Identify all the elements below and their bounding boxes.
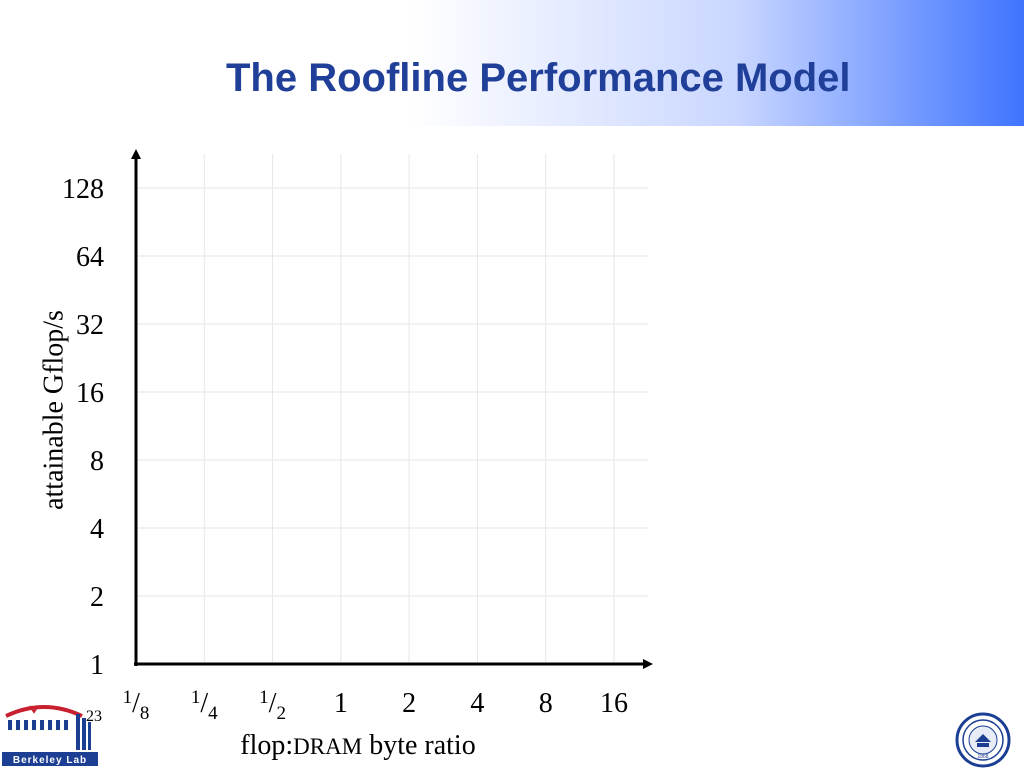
- x-tick-label: 2: [402, 688, 416, 719]
- x-axis-label: flop:DRAM byte ratio: [240, 730, 475, 761]
- slide-number: 23: [86, 708, 102, 725]
- y-tick-label: 4: [90, 514, 104, 545]
- chart-axes: [131, 149, 653, 669]
- header-gradient-band: [0, 0, 1024, 126]
- x-tick-label: 8: [539, 688, 553, 719]
- x-tick-label: 1/4: [191, 687, 218, 724]
- x-tick-label: 4: [470, 688, 484, 719]
- y-tick-label: 64: [76, 242, 104, 273]
- x-tick-label: 16: [600, 688, 628, 719]
- berkeley-lab-logo: Berkeley Lab: [0, 698, 100, 773]
- y-tick-label: 8: [90, 446, 104, 477]
- x-tick-label: 1: [334, 688, 348, 719]
- y-axis-label: attainable Gflop/s: [38, 310, 69, 510]
- x-tick-label: 1/8: [123, 687, 150, 724]
- y-tick-label: 1: [90, 650, 104, 681]
- y-tick-label: 128: [62, 174, 104, 205]
- y-tick-label: 2: [90, 582, 104, 613]
- x-axis-label-dram: DRAM: [293, 734, 362, 759]
- uc-seal-logo: 1868: [955, 712, 1011, 773]
- chart-tick-labels: 1 2 4 8 16 32 64 128 1/8 1/4 1/2 1 2 4 8 16: [62, 174, 628, 724]
- chart-grid: [136, 154, 648, 664]
- x-axis-label-suffix: byte ratio: [362, 730, 476, 761]
- svg-text:1868: 1868: [977, 754, 988, 760]
- y-tick-label: 16: [76, 378, 104, 409]
- y-tick-label: 32: [76, 310, 104, 341]
- berkeley-lab-wordmark: Berkeley Lab: [13, 755, 87, 766]
- x-axis-label-prefix: flop:: [240, 730, 293, 761]
- x-tick-label: 1/2: [259, 687, 286, 724]
- slide-title: The Roofline Performance Model: [226, 56, 851, 100]
